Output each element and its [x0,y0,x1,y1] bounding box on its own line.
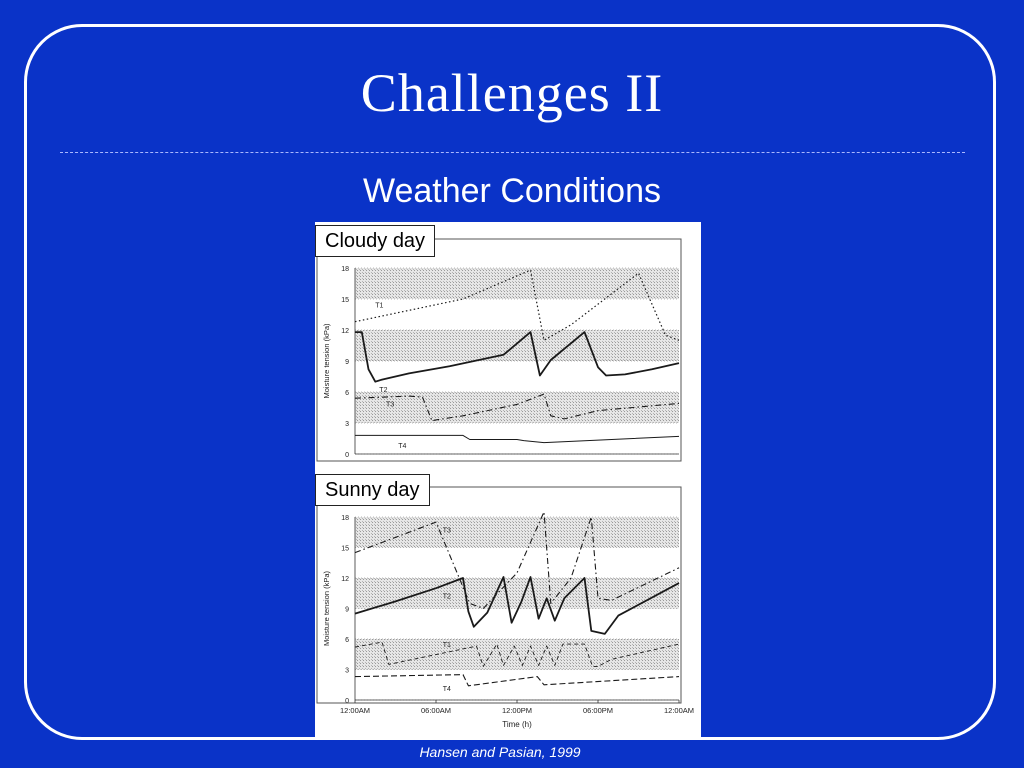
series-line-t3 [354,393,680,422]
series-label-t1: T1 [443,642,451,649]
chart-canvas: 0 3 6 9 12 15 18 Moisture tension (kPa) T1 T2 T3 T4… [316,238,694,729]
x-tick-label: 12:00AM [340,706,370,715]
y-tick-label: 9 [345,607,349,614]
series-label-t3: T3 [443,527,451,534]
x-tick-label: 06:00PM [583,706,613,715]
sunny-day-tag: Sunny day [315,474,430,506]
x-axis-label: Time (h) [502,720,532,729]
shaded-band [355,517,679,548]
cloudy-day-tag: Cloudy day [315,225,436,257]
shaded-band [355,392,679,423]
y-tick-label: 18 [341,515,349,522]
shaded-band [355,330,679,361]
series-line-t1 [354,641,680,667]
y-tick-label: 6 [345,390,349,397]
series-label-t4: T4 [398,443,406,450]
chart-panel-sunny: 0 3 6 9 12 15 18 Moisture tension (kPa) T3 T2 T1 T4… [316,486,694,729]
chart-figure: 0 3 6 9 12 15 18 Moisture tension (kPa) T1 T2 T3 T4… [315,222,701,738]
series-line-t2 [355,331,680,383]
panel-border [316,486,682,704]
series-line-t3 [354,511,680,610]
y-tick-label: 12 [341,576,349,583]
series-label-t2: T2 [379,387,387,394]
slide-title: Challenges II [360,63,664,123]
y-axis-label: Moisture tension (kPa) [322,323,331,399]
y-tick-label: 9 [345,359,349,366]
chart-panel-cloudy: 0 3 6 9 12 15 18 Moisture tension (kPa) T1 T2 T3 T4 [316,238,682,462]
citation: Hansen and Pasian, 1999 [419,744,581,760]
series-line-t2 [354,576,680,635]
series-label-t2: T2 [443,593,451,600]
y-tick-label: 0 [345,698,349,705]
y-tick-label: 6 [345,637,349,644]
y-tick-label: 15 [341,297,349,304]
shaded-band [355,268,679,299]
x-tick-label: 12:00PM [502,706,532,715]
y-tick-label: 3 [345,668,349,675]
y-tick-label: 15 [341,546,349,553]
x-tick-label: 06:00AM [421,706,451,715]
y-tick-label: 0 [345,452,349,459]
y-tick-label: 12 [341,328,349,335]
y-axis-label: Moisture tension (kPa) [322,570,331,646]
shaded-band [355,578,679,609]
series-label-t1: T1 [375,302,383,309]
series-label-t4: T4 [443,686,451,693]
slide-frame [24,24,996,740]
shaded-band [355,639,679,670]
panel-border [316,238,682,462]
title-divider [60,152,965,153]
y-tick-label: 18 [341,266,349,273]
y-tick-label: 3 [345,421,349,428]
series-label-t3: T3 [386,401,394,408]
slide-subtitle: Weather Conditions [363,172,661,210]
x-tick-label: 12:00AM [664,706,694,715]
series-line-t4 [355,434,680,444]
series-line-t4 [354,674,680,687]
